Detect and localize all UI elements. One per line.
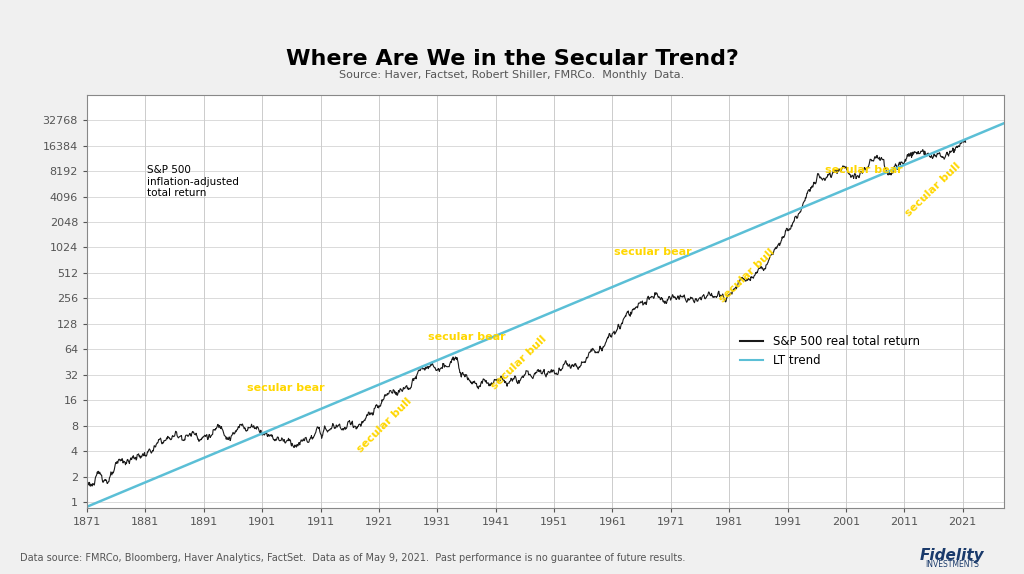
- Legend: S&P 500 real total return, LT trend: S&P 500 real total return, LT trend: [735, 330, 925, 371]
- S&P 500 real total return: [958, 136, 971, 143]
- S&P 500 real total return: [325, 425, 337, 432]
- S&P 500 real total return: [740, 276, 753, 283]
- S&P 500 real total return: [589, 348, 601, 355]
- S&P 500 real total return: [348, 422, 360, 429]
- LT trend: [516, 321, 528, 328]
- LT trend: [81, 503, 93, 510]
- Text: secular bull: secular bull: [904, 161, 963, 218]
- Text: secular bear: secular bear: [824, 165, 902, 174]
- Text: INVESTMENTS: INVESTMENTS: [926, 560, 979, 569]
- LT trend: [577, 296, 589, 302]
- S&P 500 real total return: [343, 417, 355, 424]
- LT trend: [833, 189, 845, 196]
- LT trend: [975, 129, 987, 136]
- Text: secular bear: secular bear: [428, 332, 505, 342]
- Text: secular bull: secular bull: [717, 246, 776, 304]
- Text: secular bull: secular bull: [355, 397, 414, 455]
- Text: Fidelity: Fidelity: [920, 548, 985, 563]
- S&P 500 real total return: [959, 139, 972, 146]
- LT trend: [521, 319, 534, 326]
- Text: Where Are We in the Secular Trend?: Where Are We in the Secular Trend?: [286, 49, 738, 69]
- Text: secular bear: secular bear: [614, 247, 692, 257]
- LT trend: [627, 275, 639, 282]
- Text: S&P 500
inflation-adjusted
total return: S&P 500 inflation-adjusted total return: [146, 165, 239, 198]
- Text: secular bear: secular bear: [247, 383, 325, 394]
- S&P 500 real total return: [81, 481, 93, 488]
- S&P 500 real total return: [84, 483, 96, 490]
- Text: Data source: FMRCo, Bloomberg, Haver Analytics, FactSet.  Data as of May 9, 2021: Data source: FMRCo, Bloomberg, Haver Ana…: [20, 553, 686, 563]
- Text: Source: Haver, Factset, Robert Shiller, FMRCo.  Monthly  Data.: Source: Haver, Factset, Robert Shiller, …: [339, 70, 685, 80]
- Line: S&P 500 real total return: S&P 500 real total return: [87, 139, 966, 486]
- S&P 500 real total return: [146, 447, 159, 454]
- LT trend: [997, 120, 1010, 127]
- Text: secular bull: secular bull: [489, 333, 549, 391]
- Line: LT trend: LT trend: [87, 123, 1004, 507]
